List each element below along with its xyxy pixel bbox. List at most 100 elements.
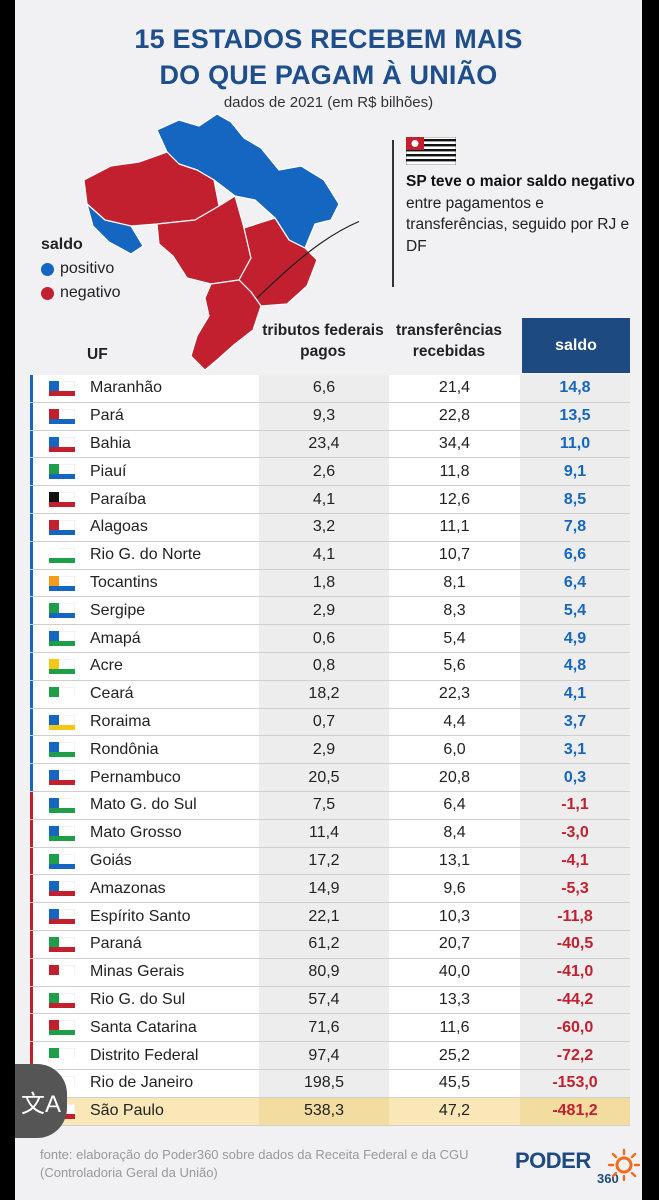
tributos-value: 0,7: [259, 708, 389, 736]
negative-marker: [30, 791, 33, 819]
state-name: Rio G. do Norte: [90, 546, 202, 564]
transferencias-value: 20,7: [438, 935, 471, 953]
negative-marker: [30, 875, 33, 903]
positive-marker: [30, 652, 33, 680]
state-name: São Paulo: [90, 1102, 164, 1120]
table-row: Piauí 2,6 11,8 9,1: [30, 458, 630, 487]
state-flag-icon: [49, 853, 75, 869]
annotation-rest: entre pagamentos e transferências, segui…: [406, 194, 630, 255]
tributos-value: 17,2: [259, 847, 389, 875]
positive-marker: [30, 402, 33, 430]
table-row: Rio G. do Norte 4,1 10,7 6,6: [30, 541, 630, 570]
state-flag-icon: [49, 464, 75, 480]
state-name: Sergipe: [90, 601, 146, 619]
transferencias-value: 22,3: [438, 685, 471, 703]
positive-marker: [30, 625, 33, 652]
table-row: Maranhão 6,6 21,4 14,8: [30, 375, 630, 403]
transferencias-value: 20,8: [438, 768, 471, 786]
transferencias-value: 8,1: [443, 573, 466, 591]
saldo-value: 3,7: [520, 708, 630, 736]
table-row: Pernambuco 20,5 20,8 0,3: [30, 764, 630, 792]
tributos-value: 61,2: [259, 930, 389, 958]
tributos-value: 57,4: [259, 986, 389, 1014]
transferencias-value: 8,4: [443, 824, 466, 842]
transferencias-value: 12,6: [438, 490, 471, 508]
saldo-value: 9,1: [520, 458, 630, 486]
saldo-value: -3,0: [520, 819, 630, 847]
state-name: Mato G. do Sul: [90, 796, 197, 814]
positive-marker: [30, 541, 33, 569]
table-row: Roraima 0,7 4,4 3,7: [30, 708, 630, 737]
tributos-value: 80,9: [259, 958, 389, 986]
saldo-value: -41,0: [520, 958, 630, 986]
legend: saldo positivo negativo: [41, 236, 121, 302]
saldo-value: -60,0: [520, 1014, 630, 1042]
tributos-value: 23,4: [259, 430, 389, 458]
transferencias-value: 22,8: [438, 407, 471, 425]
annotation-bar: [392, 140, 394, 287]
transferencias-value: 47,2: [438, 1102, 471, 1120]
positive-marker: [30, 569, 33, 597]
saldo-value: 0,3: [520, 764, 630, 791]
transferencias-value: 10,3: [438, 907, 471, 925]
transferencias-value: 11,1: [439, 518, 470, 536]
title-line-1: 15 ESTADOS RECEBEM MAIS: [134, 24, 523, 54]
tributos-value: 7,5: [259, 791, 389, 819]
negative-marker: [30, 930, 33, 958]
translate-icon: 文A: [20, 1090, 61, 1118]
state-name: Pernambuco: [90, 768, 181, 786]
state-name: Maranhão: [90, 379, 163, 397]
state-name: Tocantins: [90, 573, 158, 591]
tributos-value: 0,8: [259, 652, 389, 680]
state-name: Ceará: [90, 685, 134, 703]
saldo-value: 7,8: [520, 513, 630, 541]
state-flag-icon: [49, 964, 75, 980]
table-row: Paraíba 4,1 12,6 8,5: [30, 486, 630, 514]
table-row: Ceará 18,2 22,3 4,1: [30, 680, 630, 709]
table-row: Acre 0,8 5,6 4,8: [30, 652, 630, 681]
tributos-value: 11,4: [259, 819, 389, 847]
saldo-value: -72,2: [520, 1042, 630, 1069]
state-flag-icon: [49, 519, 75, 535]
positive-marker: [30, 513, 33, 541]
saldo-value: 4,9: [520, 625, 630, 652]
tributos-value: 6,6: [259, 375, 389, 402]
state-name: Espírito Santo: [90, 907, 191, 925]
table-row: Rondônia 2,9 6,0 3,1: [30, 736, 630, 765]
state-flag-icon: [49, 436, 75, 452]
map-acre-rondonia-positive: [86, 203, 144, 255]
transferencias-value: 13,1: [438, 851, 471, 869]
map-central-negative: [238, 217, 318, 307]
state-name: Minas Gerais: [90, 963, 185, 981]
source-note: fonte: elaboração do Poder360 sobre dado…: [40, 1147, 469, 1180]
positive-marker: [30, 736, 33, 764]
saldo-value: 13,5: [520, 402, 630, 430]
translate-button[interactable]: 文A: [15, 1064, 67, 1138]
brazil-map: [83, 113, 359, 371]
state-name: Goiás: [90, 851, 132, 869]
state-name: Amapá: [90, 629, 141, 647]
positive-marker: [30, 680, 33, 708]
transferencias-value: 4,4: [443, 712, 466, 730]
table-row: Amapá 0,6 5,4 4,9: [30, 625, 630, 653]
transferencias-value: 11,6: [439, 1018, 470, 1036]
tributos-value: 538,3: [259, 1097, 389, 1125]
saldo-value: -44,2: [520, 986, 630, 1014]
tributos-value: 1,8: [259, 569, 389, 597]
positive-marker: [30, 764, 33, 791]
positive-marker: [30, 597, 33, 625]
table-row: Alagoas 3,2 11,1 7,8: [30, 513, 630, 542]
annotation-bold: SP teve o maior saldo negativo: [406, 173, 635, 190]
tributos-value: 2,9: [259, 736, 389, 764]
state-flag-icon: [49, 992, 75, 1008]
saldo-value: -1,1: [520, 791, 630, 819]
negative-marker: [30, 1014, 33, 1042]
state-flag-icon: [49, 381, 75, 396]
tributos-value: 4,1: [259, 541, 389, 569]
transferencias-value: 10,7: [438, 546, 471, 564]
state-name: Paraíba: [90, 490, 147, 508]
table-row: Mato Grosso 11,4 8,4 -3,0: [30, 819, 630, 848]
transferencias-value: 9,6: [443, 879, 466, 897]
tributos-value: 9,3: [259, 402, 389, 430]
positive-marker: [30, 375, 33, 402]
